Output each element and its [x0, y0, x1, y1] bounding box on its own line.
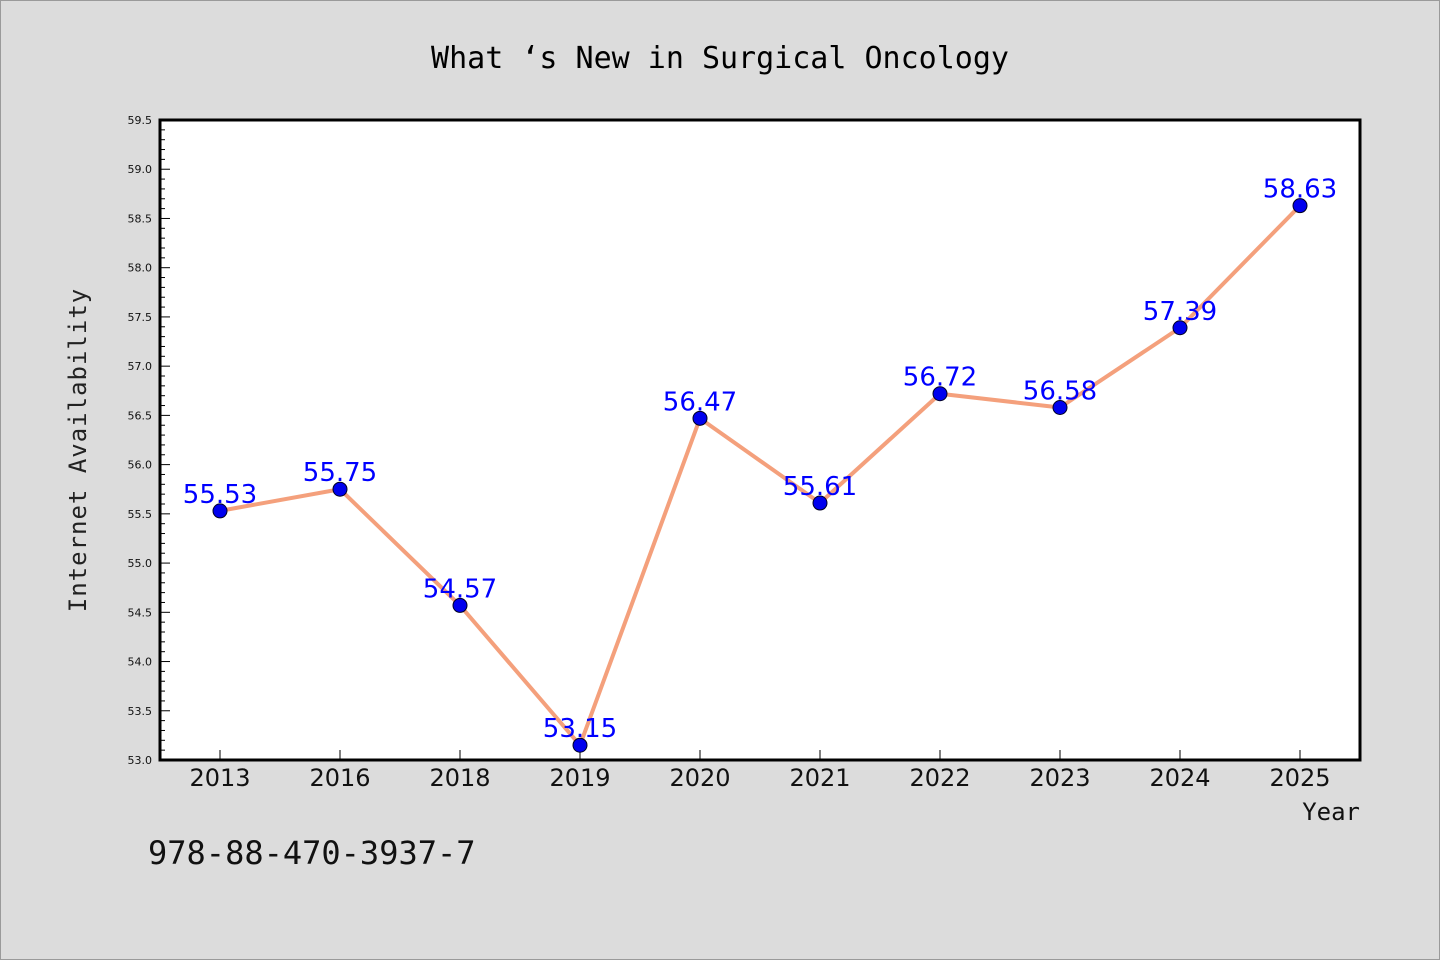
data-label: 55.61 — [783, 472, 857, 502]
x-tick-label: 2023 — [1029, 764, 1090, 792]
y-tick-label: 53.5 — [128, 705, 153, 718]
x-tick-label: 2013 — [189, 764, 250, 792]
x-axis-label: Year — [1302, 798, 1360, 826]
data-point — [1052, 400, 1068, 416]
y-tick-label: 54.5 — [128, 606, 153, 619]
data-label: 58.63 — [1263, 175, 1337, 205]
data-point — [332, 481, 348, 497]
y-tick-label: 58.0 — [128, 262, 153, 275]
x-axis: 2013 2016 2018 2019 2020 2021 2022 2023 2024 2025 — [189, 750, 1331, 792]
y-tick-label: 53.0 — [128, 754, 153, 767]
y-tick-label: 59.0 — [128, 163, 153, 176]
y-tick-label: 55.5 — [128, 508, 153, 521]
x-tick-label: 2020 — [669, 764, 730, 792]
y-tick-label: 56.0 — [128, 459, 153, 472]
data-point — [692, 410, 708, 426]
y-axis-label: Internet Availability — [64, 288, 92, 612]
x-tick-label: 2021 — [789, 764, 850, 792]
data-label: 54.57 — [423, 574, 497, 604]
x-tick-label: 2024 — [1149, 764, 1210, 792]
y-tick-label: 56.5 — [128, 409, 153, 422]
y-tick-label: 54.0 — [128, 656, 153, 669]
series-line-group: 55.53 55.75 54.57 53.15 56.47 55.61 56.72 56.58… — [183, 175, 1337, 753]
data-label: 55.53 — [183, 480, 257, 510]
isbn-annotation: 978-88-470-3937-7 — [148, 834, 476, 872]
data-point — [932, 386, 948, 402]
data-point — [572, 737, 588, 753]
y-tick-label: 55.0 — [128, 557, 153, 570]
data-point — [212, 503, 228, 519]
data-point — [1172, 320, 1188, 336]
data-label: 56.47 — [663, 387, 737, 417]
y-tick-label: 58.5 — [128, 212, 153, 225]
x-tick-label: 2019 — [549, 764, 610, 792]
y-tick-label: 59.5 — [128, 114, 153, 127]
y-axis: 53.0 53.5 54.0 54.5 55.0 55.5 56.0 56.5 57.0 57.5… — [128, 114, 170, 767]
y-tick-label: 57.0 — [128, 360, 153, 373]
data-label: 53.15 — [543, 714, 617, 744]
data-point — [812, 495, 828, 511]
chart-title: What ‘s New in Surgical Oncology — [431, 41, 1009, 76]
data-label: 55.75 — [303, 458, 377, 488]
data-label: 56.58 — [1023, 377, 1097, 407]
x-tick-label: 2025 — [1269, 764, 1330, 792]
y-tick-label: 57.5 — [128, 311, 153, 324]
x-tick-label: 2022 — [909, 764, 970, 792]
data-label: 56.72 — [903, 363, 977, 393]
series-line — [219, 204, 1302, 748]
plot-area — [158, 118, 1362, 762]
x-tick-label: 2016 — [309, 764, 370, 792]
x-tick-label: 2018 — [429, 764, 490, 792]
data-point — [452, 597, 468, 613]
data-point — [1292, 198, 1308, 214]
data-label: 57.39 — [1143, 297, 1217, 327]
